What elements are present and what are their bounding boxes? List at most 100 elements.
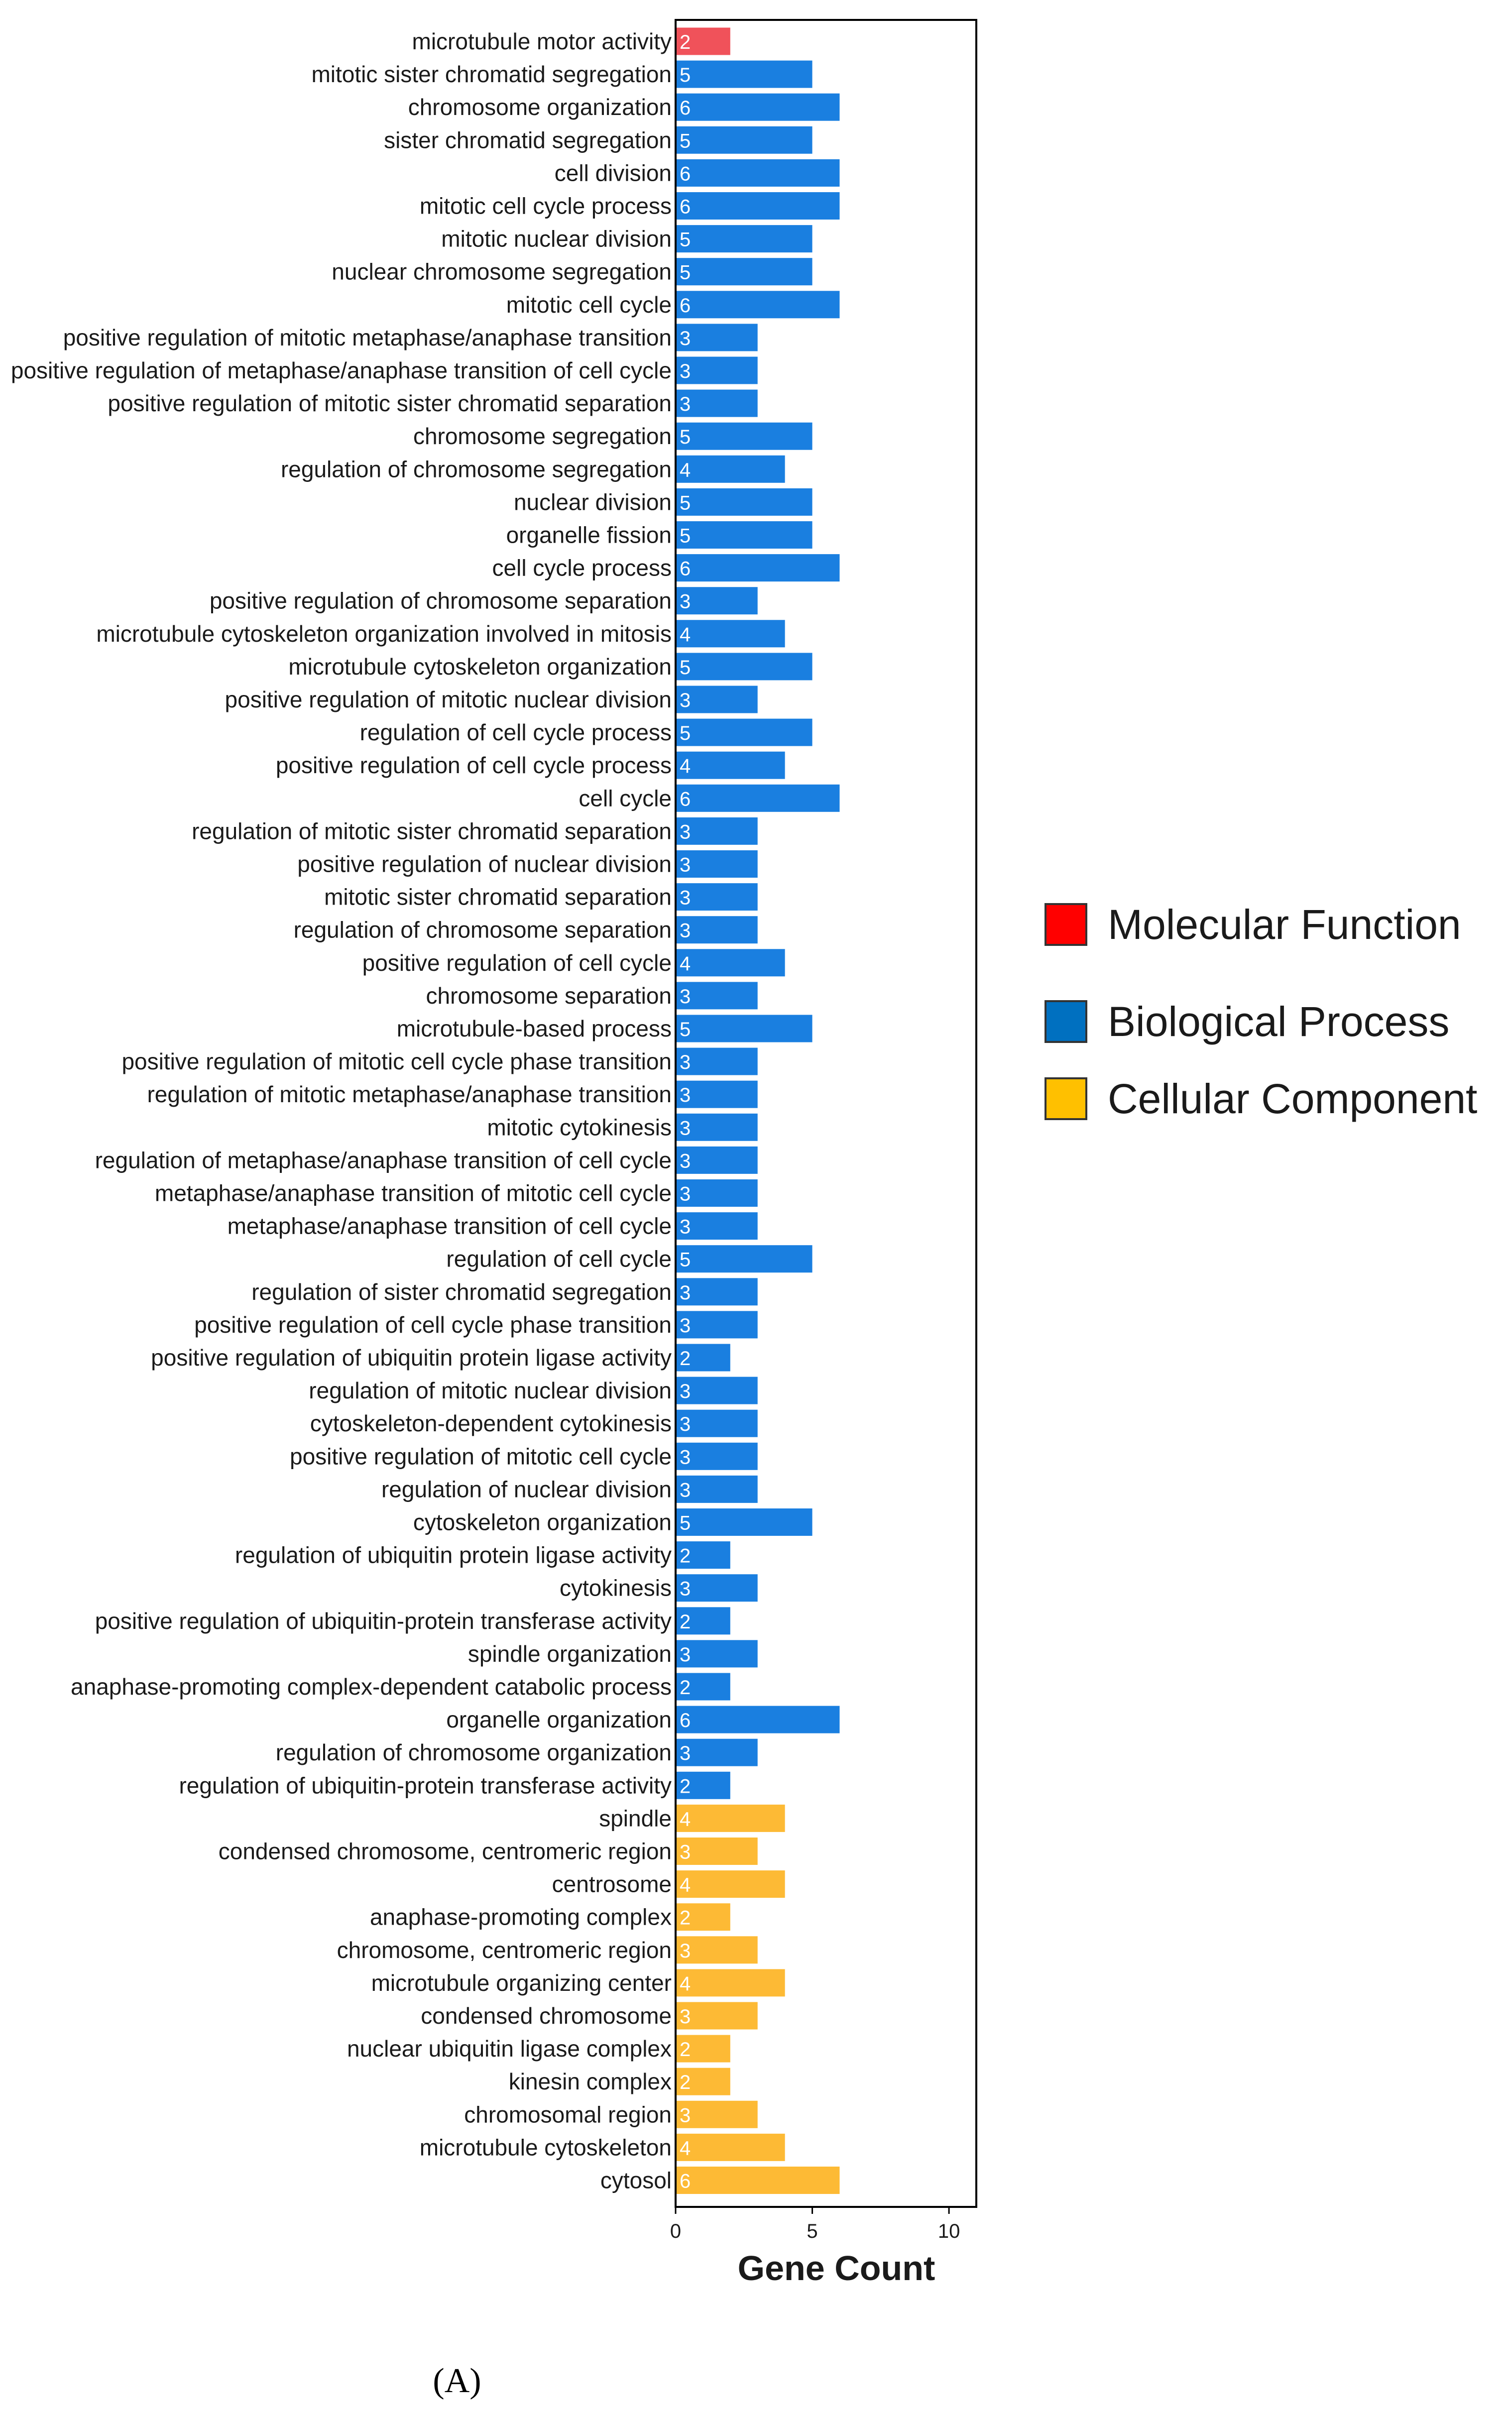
- panel-label: (A): [433, 2362, 481, 2400]
- category-label-positive-regulation-of-cell-cycle-process: positive regulation of cell cycle proces…: [276, 752, 672, 778]
- value-label-mitotic-sister-chromatid-separation: 3: [680, 887, 691, 909]
- bar-regulation-of-cell-cycle-process: [677, 718, 813, 746]
- value-label-positive-regulation-of-mitotic-nuclear-division: 3: [680, 690, 691, 711]
- bar-positive-regulation-of-mitotic-nuclear-division: [677, 686, 758, 713]
- value-label-chromosome-segregation: 5: [680, 426, 691, 448]
- bar-cytoskeleton-organization: [677, 1508, 813, 1536]
- category-label-positive-regulation-of-mitotic-metaphase-anaphase-transition: positive regulation of mitotic metaphase…: [63, 325, 672, 350]
- bar-chromosomal-region: [677, 2100, 758, 2128]
- bar-positive-regulation-of-mitotic-cell-cycle-phase-transition: [677, 1047, 758, 1075]
- bar-mitotic-sister-chromatid-segregation: [677, 60, 813, 88]
- value-label-microtubule-based-process: 5: [680, 1019, 691, 1040]
- bar-spindle: [677, 1804, 785, 1832]
- bar-regulation-of-mitotic-nuclear-division: [677, 1377, 758, 1404]
- category-label-positive-regulation-of-metaphase-anaphase-transition-of-cell-cycle: positive regulation of metaphase/anaphas…: [11, 357, 672, 383]
- bar-regulation-of-chromosome-organization: [677, 1738, 758, 1766]
- category-label-chromosome-organization: chromosome organization: [408, 94, 672, 120]
- category-label-spindle-organization: spindle organization: [468, 1641, 672, 1667]
- category-label-regulation-of-sister-chromatid-segregation: regulation of sister chromatid segregati…: [251, 1279, 672, 1305]
- bar-metaphase-anaphase-transition-of-cell-cycle: [677, 1212, 758, 1240]
- bar-anaphase-promoting-complex-dependent-catabolic-process: [677, 1673, 730, 1701]
- value-label-positive-regulation-of-metaphase-anaphase-transition-of-cell-cycle: 3: [680, 360, 691, 382]
- category-label-cell-division: cell division: [555, 160, 672, 186]
- category-label-regulation-of-nuclear-division: regulation of nuclear division: [381, 1476, 672, 1502]
- value-label-spindle-organization: 3: [680, 1644, 691, 1666]
- bar-mitotic-nuclear-division: [677, 225, 813, 253]
- category-label-anaphase-promoting-complex-dependent-catabolic-process: anaphase-promoting complex-dependent cat…: [71, 1674, 672, 1700]
- category-label-chromosome-separation: chromosome separation: [426, 983, 672, 1009]
- value-label-organelle-organization: 6: [680, 1710, 691, 1731]
- value-label-microtubule-organizing-center: 4: [680, 1973, 691, 1995]
- category-label-nuclear-division: nuclear division: [514, 489, 672, 515]
- value-label-positive-regulation-of-mitotic-cell-cycle-phase-transition: 3: [680, 1051, 691, 1073]
- bar-regulation-of-ubiquitin-protein-transferase-activity: [677, 1771, 730, 1799]
- category-label-regulation-of-metaphase-anaphase-transition-of-cell-cycle: regulation of metaphase/anaphase transit…: [95, 1147, 672, 1173]
- category-label-cytoskeleton-dependent-cytokinesis: cytoskeleton-dependent cytokinesis: [310, 1410, 672, 1436]
- bar-regulation-of-chromosome-segregation: [677, 455, 785, 483]
- category-label-regulation-of-chromosome-segregation: regulation of chromosome segregation: [281, 456, 672, 482]
- value-label-regulation-of-chromosome-separation: 3: [680, 920, 691, 942]
- value-label-nuclear-chromosome-segregation: 5: [680, 262, 691, 284]
- value-label-nuclear-ubiquitin-ligase-complex: 2: [680, 2039, 691, 2061]
- value-label-microtubule-cytoskeleton-organization-involved-in-mitosis: 4: [680, 624, 691, 646]
- bar-positive-regulation-of-mitotic-metaphase-anaphase-transition: [677, 324, 758, 351]
- category-label-regulation-of-cell-cycle-process: regulation of cell cycle process: [360, 719, 672, 745]
- bar-positive-regulation-of-cell-cycle: [677, 949, 785, 977]
- category-label-positive-regulation-of-ubiquitin-protein-ligase-activity: positive regulation of ubiquitin protein…: [151, 1345, 672, 1371]
- category-label-cytoskeleton-organization: cytoskeleton organization: [413, 1509, 672, 1535]
- value-label-regulation-of-metaphase-anaphase-transition-of-cell-cycle: 3: [680, 1150, 691, 1172]
- category-label-regulation-of-chromosome-separation: regulation of chromosome separation: [294, 917, 672, 943]
- bar-regulation-of-metaphase-anaphase-transition-of-cell-cycle: [677, 1146, 758, 1174]
- category-label-metaphase-anaphase-transition-of-mitotic-cell-cycle: metaphase/anaphase transition of mitotic…: [155, 1180, 672, 1206]
- value-label-regulation-of-ubiquitin-protein-transferase-activity: 2: [680, 1775, 691, 1797]
- value-label-regulation-of-chromosome-segregation: 4: [680, 459, 691, 481]
- value-label-cell-division: 6: [680, 163, 691, 185]
- value-label-condensed-chromosome: 3: [680, 2006, 691, 2028]
- value-label-microtubule-cytoskeleton: 4: [680, 2137, 691, 2159]
- category-label-condensed-chromosome: condensed chromosome: [421, 2003, 672, 2029]
- value-label-regulation-of-sister-chromatid-segregation: 3: [680, 1282, 691, 1304]
- category-label-positive-regulation-of-mitotic-sister-chromatid-separation: positive regulation of mitotic sister ch…: [108, 390, 672, 416]
- bar-cell-division: [677, 159, 840, 187]
- value-label-mitotic-cytokinesis: 3: [680, 1117, 691, 1139]
- category-label-cell-cycle-process: cell cycle process: [492, 555, 672, 581]
- bar-condensed-chromosome-centromeric-region: [677, 1838, 758, 1865]
- category-label-cell-cycle: cell cycle: [579, 785, 672, 811]
- legend-swatch-biological-process: [1045, 1000, 1087, 1043]
- category-label-condensed-chromosome-centromeric-region: condensed chromosome, centromeric region: [219, 1839, 672, 1864]
- value-label-mitotic-cell-cycle-process: 6: [680, 196, 691, 218]
- bars-layer: [677, 27, 840, 2194]
- value-label-organelle-fission: 5: [680, 525, 691, 547]
- bar-chromosome-segregation: [677, 422, 813, 450]
- bar-regulation-of-cell-cycle: [677, 1245, 813, 1273]
- bar-sister-chromatid-segregation: [677, 126, 813, 154]
- value-label-microtubule-cytoskeleton-organization: 5: [680, 657, 691, 679]
- value-label-regulation-of-nuclear-division: 3: [680, 1479, 691, 1501]
- x-axis-ticks: 0 5 10: [670, 2207, 960, 2242]
- category-label-positive-regulation-of-mitotic-nuclear-division: positive regulation of mitotic nuclear d…: [225, 687, 672, 712]
- bar-positive-regulation-of-cell-cycle-process: [677, 751, 785, 779]
- value-label-anaphase-promoting-complex: 2: [680, 1907, 691, 1929]
- bar-metaphase-anaphase-transition-of-mitotic-cell-cycle: [677, 1179, 758, 1207]
- value-label-spindle: 4: [680, 1808, 691, 1830]
- legend: Molecular Function Biological Process Cell…: [1045, 901, 1477, 1122]
- bar-cell-cycle-process: [677, 554, 840, 582]
- bar-nuclear-ubiquitin-ligase-complex: [677, 2035, 730, 2063]
- bar-positive-regulation-of-ubiquitin-protein-ligase-activity: [677, 1344, 730, 1372]
- category-label-centrosome: centrosome: [552, 1871, 672, 1897]
- value-label-microtubule-motor-activity: 2: [680, 31, 691, 53]
- category-label-cytokinesis: cytokinesis: [560, 1575, 672, 1601]
- legend-label-cellular-component: Cellular Component: [1108, 1075, 1477, 1122]
- category-label-cytosol: cytosol: [600, 2168, 672, 2193]
- category-label-nuclear-ubiquitin-ligase-complex: nuclear ubiquitin ligase complex: [347, 2036, 672, 2062]
- value-label-regulation-of-mitotic-sister-chromatid-separation: 3: [680, 821, 691, 843]
- category-label-regulation-of-ubiquitin-protein-ligase-activity: regulation of ubiquitin protein ligase a…: [235, 1542, 672, 1568]
- value-label-metaphase-anaphase-transition-of-cell-cycle: 3: [680, 1216, 691, 1238]
- category-label-spindle: spindle: [599, 1805, 672, 1831]
- value-label-cytoskeleton-dependent-cytokinesis: 3: [680, 1413, 691, 1435]
- bar-centrosome: [677, 1870, 785, 1898]
- bar-cytosol: [677, 2167, 840, 2194]
- value-label-mitotic-sister-chromatid-segregation: 5: [680, 64, 691, 86]
- category-label-microtubule-organizing-center: microtubule organizing center: [371, 1970, 672, 1996]
